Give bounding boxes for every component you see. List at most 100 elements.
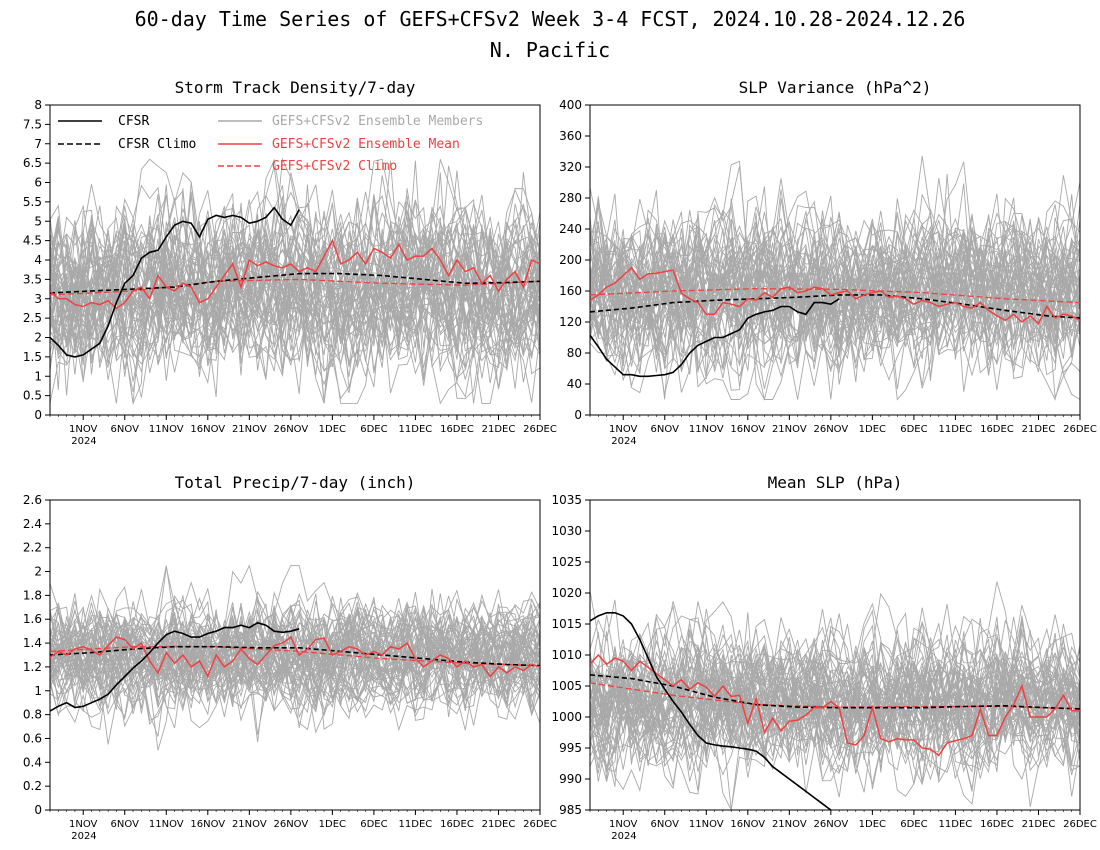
- ensemble-member-line: [590, 629, 1080, 782]
- ensemble-member-line: [590, 183, 1080, 376]
- x-tick-label: 6NOV: [111, 819, 140, 830]
- ensemble-member-line: [590, 602, 1080, 782]
- x-tick-label: 11NOV: [689, 819, 724, 830]
- ens-climo-line: [590, 288, 1080, 304]
- x-tick-label: 21DEC: [1022, 819, 1056, 830]
- y-tick-label: 1010: [551, 648, 582, 662]
- ens-mean-line: [590, 653, 1080, 757]
- ensemble-member-line: [50, 197, 540, 404]
- y-tick-label: 1.6: [23, 612, 42, 626]
- ensemble-member-line: [50, 622, 540, 745]
- ensemble-member-line: [50, 211, 540, 393]
- y-tick-label: 1015: [551, 617, 582, 631]
- y-tick-label: 995: [559, 741, 582, 755]
- ens-mean-line: [50, 238, 540, 310]
- ensemble-member-line: [50, 608, 540, 742]
- x-tick-label: 11NOV: [149, 424, 184, 435]
- x-tick-label: 26DEC: [523, 819, 557, 830]
- ensemble-member-line: [50, 157, 540, 367]
- ensemble-member-line: [50, 201, 540, 400]
- ensemble-member-line: [50, 205, 540, 373]
- y-tick-label: 1: [34, 684, 42, 698]
- x-tick-label: 1DEC: [859, 819, 886, 830]
- ensemble-member-line: [590, 220, 1080, 357]
- cfsr-line: [50, 621, 300, 712]
- figure-subtitle: N. Pacific: [490, 38, 610, 62]
- x-tick-label: 1DEC: [319, 819, 346, 830]
- ensemble-member-line: [50, 612, 540, 712]
- ensemble-members: [590, 155, 1080, 401]
- x-tick-label: 6DEC: [900, 819, 927, 830]
- x-tick-label: 26NOV: [273, 424, 308, 435]
- ensemble-member-line: [50, 601, 540, 706]
- x-tick-label: 1NOV: [609, 424, 638, 435]
- y-tick-label: 360: [559, 129, 582, 143]
- y-tick-label: 1.5: [23, 350, 42, 364]
- legend-ens-climo-label: GEFS+CFSv2 Climo: [272, 159, 397, 174]
- ens-mean-line: [50, 635, 540, 679]
- panel-title: Total Precip/7-day (inch): [175, 473, 416, 492]
- y-tick-label: 120: [559, 315, 582, 329]
- x-tick-label: 1NOV: [609, 819, 638, 830]
- x-tick-label: 26DEC: [1063, 819, 1097, 830]
- ensemble-members: [50, 157, 540, 406]
- ensemble-member-line: [590, 210, 1080, 358]
- figure-title: 60-day Time Series of GEFS+CFSv2 Week 3-…: [135, 7, 966, 31]
- ensemble-member-line: [590, 178, 1080, 371]
- x-tick-year-label: 2024: [71, 831, 96, 842]
- y-tick-label: 0: [34, 408, 42, 422]
- panel-title: Mean SLP (hPa): [768, 473, 903, 492]
- y-tick-label: 8: [34, 98, 42, 112]
- x-tick-label: 6NOV: [111, 424, 140, 435]
- y-tick-label: 0.4: [23, 755, 42, 769]
- ensemble-member-line: [50, 200, 540, 362]
- y-tick-label: 3.5: [23, 272, 42, 286]
- y-tick-label: 6: [34, 176, 42, 190]
- y-tick-label: 1.2: [23, 660, 42, 674]
- ensemble-member-line: [590, 197, 1080, 361]
- ensemble-member-line: [590, 617, 1080, 778]
- ensemble-member-line: [50, 240, 540, 364]
- cfsr-climo-line: [50, 272, 540, 294]
- x-tick-label: 1NOV: [69, 819, 98, 830]
- ensemble-member-line: [590, 229, 1080, 391]
- y-tick-label: 0.2: [23, 779, 42, 793]
- ensemble-member-line: [590, 173, 1080, 393]
- ensemble-member-line: [50, 602, 540, 715]
- x-tick-label: 1DEC: [319, 424, 346, 435]
- x-tick-label: 16NOV: [730, 424, 765, 435]
- y-tick-label: 1000: [551, 710, 582, 724]
- ensemble-member-line: [50, 619, 540, 717]
- x-tick-label: 26NOV: [813, 819, 848, 830]
- x-tick-label: 11DEC: [939, 819, 973, 830]
- ensemble-member-line: [590, 216, 1080, 357]
- y-tick-label: 400: [559, 98, 582, 112]
- ensemble-member-line: [590, 616, 1080, 763]
- x-tick-label: 21NOV: [772, 424, 807, 435]
- ensemble-member-line: [590, 230, 1080, 374]
- y-tick-label: 1030: [551, 524, 582, 538]
- panel-3: Total Precip/7-day (inch)00.20.40.60.811…: [23, 473, 557, 842]
- ensemble-member-line: [50, 231, 540, 404]
- x-tick-year-label: 2024: [611, 831, 636, 842]
- panels: Storm Track Density/7-day 0 0.5 1 1.5 2 2.5 3 3.…: [23, 78, 1097, 842]
- x-tick-label: 11DEC: [939, 424, 973, 435]
- y-tick-label: 160: [559, 284, 582, 298]
- x-tick-label: 11DEC: [399, 424, 433, 435]
- ensemble-member-line: [590, 211, 1080, 381]
- x-tick-label: 6DEC: [360, 819, 387, 830]
- panel-4: Mean SLP (hPa) 985 990 995 1000 1005 1010 1015 1…: [551, 473, 1096, 842]
- panel-title: Storm Track Density/7-day: [175, 78, 416, 97]
- y-tick-label: 2.5: [23, 311, 42, 325]
- x-tick-label: 11DEC: [399, 819, 433, 830]
- y-tick-label: 1.8: [23, 588, 42, 602]
- cfsr-line: [590, 611, 832, 810]
- ensemble-member-line: [50, 602, 540, 707]
- y-tick-label: 990: [559, 772, 582, 786]
- ens-climo-line: [50, 646, 540, 667]
- y-tick-label: 40: [567, 377, 582, 391]
- x-tick-label: 21NOV: [772, 819, 807, 830]
- x-tick-label: 1DEC: [859, 424, 886, 435]
- legend: CFSR CFSR Climo GEFS+CFSv2 Ensemble Member…: [58, 114, 483, 174]
